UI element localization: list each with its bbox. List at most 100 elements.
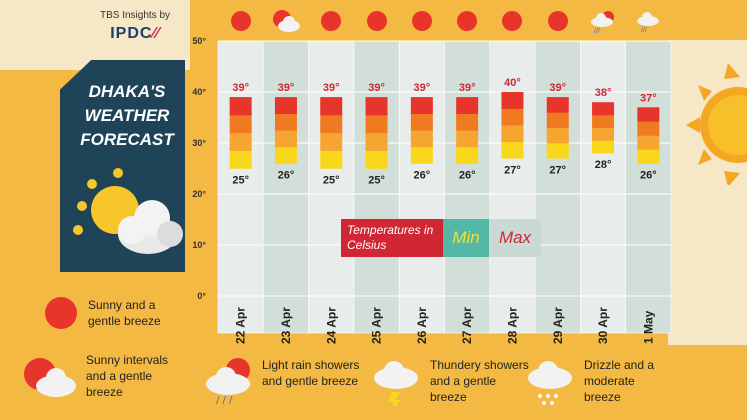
temperature-chart: 0° 10° 20° 30° 40° 50° 39° 25° 22 Apr 39° 26° 23 Ap… [192,36,672,344]
day-column [398,40,445,334]
x-tick-label: 27 Apr [460,307,474,344]
y-tick-label: 20° [192,189,206,199]
brand-logo: TBS Insights by IPDC⁄⁄ [90,10,180,60]
temperature-bar-segment [365,114,388,134]
max-temp-label: 39° [459,82,476,94]
max-temp-label: 39° [278,82,295,94]
header-background [0,0,190,70]
temperature-bar-segment [501,141,524,159]
max-temp-label: 38° [595,87,612,99]
temperature-bar-segment [637,121,660,136]
x-tick-label: 23 Apr [279,307,293,344]
y-tick-label: 50° [192,36,206,46]
y-tick-label: 40° [192,87,206,97]
temperature-bar-segment [592,140,615,154]
temperature-bar-segment [501,92,524,109]
temperature-bar-segment [229,114,252,134]
day-column [353,40,400,334]
temperature-bar-segment [546,97,569,113]
y-tick-label: 0° [197,291,206,301]
max-temp-label: 40° [504,77,521,89]
temperature-bar-segment [410,97,433,114]
y-tick-label: 10° [192,240,206,250]
temperature-bar-segment [274,130,297,148]
max-temp-label: 39° [549,82,566,94]
temperature-bar-segment [365,132,388,151]
max-temp-label: 37° [640,92,657,104]
temperature-bar-segment [365,97,388,116]
temperature-bar-segment [274,97,297,114]
temperature-bar-segment [274,146,297,164]
max-temp-label: 39° [368,82,385,94]
x-tick-label: 25 Apr [370,307,384,344]
legend-item-sunny: Sunny and a gentle breeze [88,298,161,328]
x-tick-label: 30 Apr [596,307,610,344]
temperature-bar-segment [592,114,615,128]
temperature-bar-segment [546,143,569,159]
thunder-cloud-icon [374,361,418,406]
min-temp-label: 25° [368,175,385,187]
brand-name: IPDC⁄⁄ [110,25,160,42]
legend-min-label: Min [443,219,489,257]
weather-condition-icon [547,11,568,31]
brand-byline: TBS Insights by [99,10,171,21]
x-tick-label: 29 Apr [551,307,565,344]
x-tick-label: 24 Apr [324,307,338,344]
temperature-bar-segment [229,150,252,169]
sun-icon [45,297,77,329]
temperature-bar-segment [365,150,388,169]
min-temp-label: 27° [549,164,566,176]
temperature-bar-segment [320,97,343,116]
temperature-bar-segment [546,112,569,128]
temperature-bar-segment [410,146,433,164]
legend-item-drizzle: Drizzle and a moderate breeze [584,358,655,404]
temperature-bar-segment [501,108,524,126]
max-temp-label: 39° [232,82,249,94]
temperature-bar-segment [229,132,252,151]
temperature-bar-segment [320,114,343,134]
svg-text:///: /// [594,28,600,34]
day-column [217,40,264,334]
min-temp-label: 27° [504,164,521,176]
min-temp-label: 26° [459,169,476,181]
temperature-bar-segment [274,113,297,131]
temperature-bar-segment [456,113,479,131]
sun-illustration [686,63,747,185]
weather-condition-icon [272,10,300,32]
temperature-bar-segment [320,132,343,151]
x-tick-label: 26 Apr [415,307,429,344]
legend-item-light-rain: Light rain showers and gentle breeze [262,358,360,388]
weather-condition-icon: /// [637,12,660,34]
min-temp-label: 26° [640,169,657,181]
max-temp-label: 39° [414,82,431,94]
day-column [625,40,672,334]
day-column [444,40,491,334]
x-tick-label: 22 Apr [234,307,248,344]
temperature-bar-segment [637,149,660,164]
temperature-bar-segment [501,125,524,143]
temperature-bar-segment [637,107,660,122]
rain-cloud-icon: / / / [206,358,250,406]
min-temp-label: 25° [323,175,340,187]
svg-text:///: /// [641,27,647,34]
sun-cloud-illustration [73,168,183,254]
drizzle-cloud-icon [528,361,572,405]
min-temp-label: 26° [278,169,295,181]
min-temp-label: 25° [232,175,249,187]
weather-condition-icon [411,11,432,31]
day-column [580,40,626,334]
y-tick-label: 30° [192,138,206,148]
max-temp-label: 39° [323,82,340,94]
svg-text:/ / /: / / / [216,395,233,406]
weather-condition-icon: /// [591,11,615,34]
x-tick-label: 28 Apr [505,307,519,344]
temperature-bar-segment [456,97,479,114]
sun-cloud-icon [24,358,76,397]
temperature-bar-segment [320,150,343,169]
temperature-bar-segment [229,97,252,116]
day-column [308,40,355,334]
weather-condition-icon [502,11,523,31]
temperature-bar-segment [546,127,569,144]
temperature-bar-segment [637,135,660,150]
